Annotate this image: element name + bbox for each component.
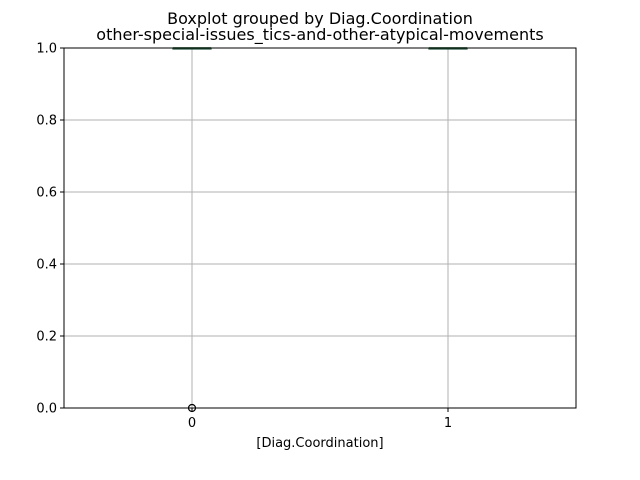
chart-title: Boxplot grouped by Diag.Coordination	[167, 9, 473, 28]
x-tick-label: 1	[444, 416, 452, 431]
y-tick-label: 0.0	[36, 402, 57, 417]
plot-area-frame	[63, 47, 577, 409]
y-tick-label: 0.4	[36, 258, 57, 273]
y-axis: 0.0 0.2 0.4 0.6 0.8 1.0	[36, 42, 64, 417]
x-tick-label: 0	[188, 416, 196, 431]
y-tick-label: 1.0	[36, 42, 57, 57]
y-tick-label: 0.8	[36, 114, 57, 129]
chart-subtitle: other-special-issues_tics-and-other-atyp…	[96, 25, 543, 45]
x-axis-label: [Diag.Coordination]	[256, 436, 383, 451]
y-tick-label: 0.2	[36, 330, 57, 345]
y-tick-label: 0.6	[36, 186, 57, 201]
